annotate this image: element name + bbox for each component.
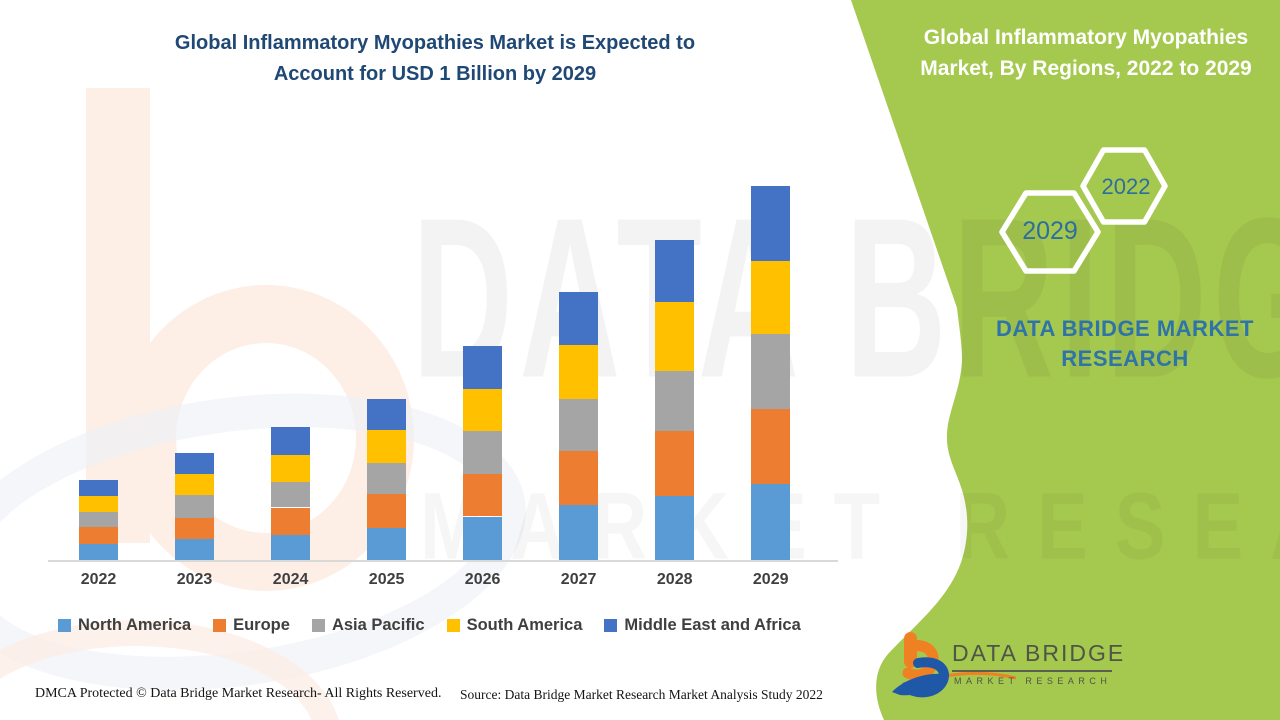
chart-title: Global Inflammatory Myopathies Market is… [70,28,800,90]
bar-segment-north-america [367,528,407,560]
hexagon-2029-icon [999,190,1101,274]
x-axis-label: 2027 [560,571,597,588]
bar-segment-south-america [559,345,599,399]
bar-segment-middle-east-and-africa [271,426,311,455]
legend-item: Middle East and Africa [604,616,801,635]
sidebar-title: Global Inflammatory Myopathies Market, B… [900,22,1272,84]
bar-segment-asia-pacific [79,511,118,528]
hexagon-year-2029: 2029 [1022,217,1078,245]
legend-item: Asia Pacific [311,616,425,635]
bar-segment-north-america [79,543,118,560]
bar-segment-north-america [271,534,311,560]
bar-segment-europe [79,527,118,544]
brand-text-line1: DATA BRIDGE MARKET [996,316,1254,341]
bar-segment-asia-pacific [463,430,503,475]
x-axis-line [48,560,838,562]
x-axis-label: 2025 [368,571,405,588]
bar-segment-europe [751,409,791,484]
x-axis-label: 2023 [176,571,213,588]
logo-sub-text: MARKET RESEARCH [954,676,1112,686]
logo-name-text: DATA BRIDGE [952,640,1123,672]
legend-item: South America [446,616,583,635]
bar-segment-north-america [655,495,695,560]
bar-segment-europe [559,451,599,506]
footer-source-text: Source: Data Bridge Market Research Mark… [460,687,823,702]
bar-segment-asia-pacific [271,481,311,508]
bar-segment-middle-east-and-africa [79,479,118,496]
sidebar-title-line1: Global Inflammatory Myopathies [923,26,1249,49]
x-axis-label: 2022 [80,571,117,588]
bar-segment-north-america [463,516,503,560]
bar-segment-middle-east-and-africa [175,453,214,474]
bar-segment-europe [175,518,214,539]
legend-label: North America [78,616,192,634]
bar-segment-middle-east-and-africa [751,185,791,261]
legend-marker-icon [446,619,460,632]
sidebar-title-line2: Market, By Regions, 2022 to 2029 [920,57,1252,80]
bar-segment-north-america [751,484,791,560]
x-axis-label: 2029 [752,571,789,588]
hexagon-2022-icon [1080,147,1168,225]
bar-segment-middle-east-and-africa [367,399,407,431]
x-axis-label: 2026 [464,571,501,588]
bar-segment-asia-pacific [175,494,214,519]
legend: North America Europe Asia Pacific South Ame… [58,616,801,635]
legend-label: South America [466,616,583,634]
bar-segment-asia-pacific [559,399,599,452]
legend-marker-icon [604,619,618,632]
legend-label: Asia Pacific [331,616,425,634]
legend-item: Europe [213,616,290,635]
bar-segment-asia-pacific [751,334,791,410]
legend-marker-icon [311,619,325,632]
data-bridge-logo-icon [892,632,1017,698]
hexagon-year-2022: 2022 [1101,174,1151,199]
chart-title-line2: Account for USD 1 Billion by 2029 [273,63,597,85]
legend-label: Middle East and Africa [624,616,801,634]
bar-segment-south-america [367,430,407,463]
brand-text: DATA BRIDGE MARKET RESEARCH [975,314,1275,374]
legend-marker-icon [213,619,227,632]
bar-segment-middle-east-and-africa [559,291,599,346]
bar-segment-europe [367,494,407,529]
x-axis-label: 2024 [272,571,309,588]
bar-segment-north-america [559,505,599,560]
chart-title-line1: Global Inflammatory Myopathies Market is… [174,32,696,54]
bar-segment-middle-east-and-africa [655,240,695,303]
bar-segment-south-america [751,260,791,335]
legend-label: Europe [233,616,290,634]
bar-segment-europe [271,507,311,535]
legend-item: North America [58,616,191,635]
brand-text-line2: RESEARCH [1061,346,1189,371]
bar-segment-south-america [79,495,118,512]
x-axis-label: 2028 [656,571,693,588]
bar-segment-asia-pacific [367,462,407,495]
legend-marker-icon [58,619,71,632]
bar-segment-asia-pacific [655,371,695,432]
footer-dmca-text: DMCA Protected © Data Bridge Market Rese… [35,686,442,701]
bar-segment-south-america [271,454,311,482]
bar-segment-north-america [175,539,214,560]
bar-segment-south-america [655,302,695,372]
bar-segment-south-america [463,389,503,431]
bar-segment-europe [655,431,695,496]
bar-segment-europe [463,474,503,517]
bar-segment-middle-east-and-africa [463,345,503,390]
bar-segment-south-america [175,473,214,495]
